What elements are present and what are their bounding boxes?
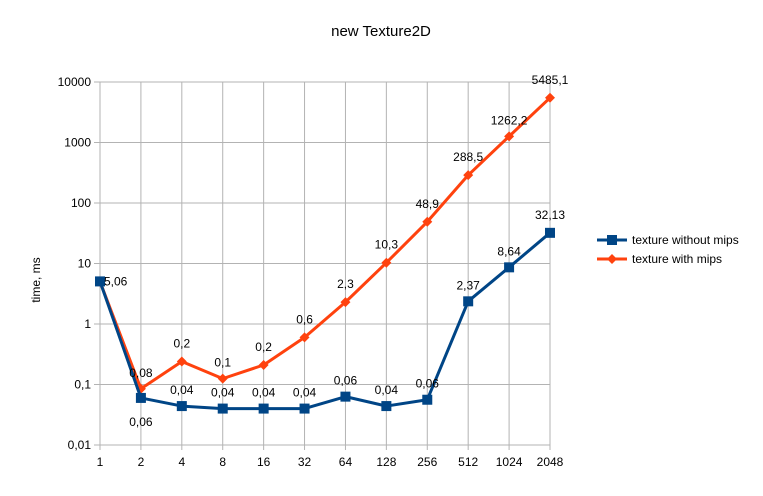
data-point-with-mips bbox=[504, 131, 515, 142]
data-point-without-mips bbox=[299, 403, 310, 414]
y-axis-ticks: 0,01 0,1 1 10 100 1000 10000 bbox=[58, 75, 92, 452]
chart-title: new Texture2D bbox=[331, 23, 431, 40]
data-point-without-mips bbox=[258, 403, 269, 414]
data-label: 1262,2 bbox=[491, 113, 528, 127]
x-tick-label: 16 bbox=[257, 455, 271, 469]
x-tick-label: 8 bbox=[219, 455, 226, 469]
y-axis-label: time, ms bbox=[29, 257, 43, 302]
data-labels: 5,06 0,06 0,04 0,04 0,04 0,04 0,06 0,04 0,06 2,37… bbox=[104, 73, 569, 429]
data-point-without-mips bbox=[217, 403, 228, 414]
x-tick-label: 128 bbox=[376, 455, 396, 469]
y-tick-label: 1000 bbox=[64, 136, 91, 150]
data-point-without-mips bbox=[381, 401, 392, 412]
data-label: 2,37 bbox=[457, 278, 481, 292]
data-label: 5485,1 bbox=[532, 73, 569, 87]
data-label: 0,04 bbox=[211, 386, 235, 400]
series-line-without-mips bbox=[98, 231, 551, 411]
y-tick-label: 1 bbox=[84, 317, 91, 331]
data-label: 0,2 bbox=[173, 336, 190, 350]
y-tick-label: 10000 bbox=[58, 75, 92, 89]
x-tick-label: 1024 bbox=[496, 455, 523, 469]
data-label: 0,6 bbox=[296, 312, 313, 326]
legend-marker-square bbox=[607, 235, 617, 245]
x-tick-label: 4 bbox=[178, 455, 185, 469]
data-label: 8,64 bbox=[497, 244, 521, 258]
y-tick-label: 0,1 bbox=[74, 378, 91, 392]
legend: texture without mips texture with mips bbox=[597, 233, 739, 266]
data-label: 288,5 bbox=[453, 150, 483, 164]
data-label: 32,13 bbox=[535, 208, 565, 222]
data-point-without-mips bbox=[176, 401, 187, 412]
y-tick-label: 10 bbox=[78, 257, 92, 271]
data-label: 0,1 bbox=[214, 356, 231, 370]
data-label: 0,06 bbox=[334, 374, 358, 388]
data-point-with-mips bbox=[422, 216, 433, 227]
x-tick-label: 64 bbox=[339, 455, 353, 469]
series-group bbox=[95, 92, 555, 414]
data-point-without-mips bbox=[95, 276, 105, 287]
data-label: 10,3 bbox=[375, 238, 399, 252]
data-point-with-mips bbox=[463, 170, 474, 181]
data-label: 48,9 bbox=[416, 197, 440, 211]
data-point-with-mips bbox=[545, 92, 555, 103]
data-point-with-mips bbox=[217, 373, 228, 384]
data-label: 0,04 bbox=[170, 383, 194, 397]
data-label: 0,06 bbox=[129, 415, 153, 429]
series-line-with-mips bbox=[98, 96, 552, 391]
data-point-without-mips bbox=[504, 262, 515, 273]
x-tick-label: 32 bbox=[298, 455, 312, 469]
x-tick-label: 512 bbox=[458, 455, 478, 469]
legend-marker-diamond bbox=[607, 254, 617, 264]
data-point-without-mips bbox=[340, 391, 351, 402]
data-point-with-mips bbox=[381, 257, 392, 268]
gridlines bbox=[94, 81, 551, 450]
legend-label: texture without mips bbox=[632, 233, 739, 247]
x-tick-label: 2048 bbox=[537, 455, 564, 469]
data-label: 0,06 bbox=[416, 377, 440, 391]
y-tick-label: 0,01 bbox=[68, 438, 92, 452]
data-point-without-mips bbox=[422, 394, 433, 405]
data-point-without-mips bbox=[135, 392, 146, 403]
data-label: 5,06 bbox=[104, 274, 128, 288]
data-point-with-mips bbox=[176, 356, 187, 367]
x-tick-label: 256 bbox=[417, 455, 437, 469]
data-point-with-mips bbox=[258, 360, 269, 371]
x-tick-label: 1 bbox=[97, 455, 104, 469]
x-tick-label: 2 bbox=[138, 455, 145, 469]
data-point-with-mips bbox=[340, 297, 351, 308]
data-point-with-mips bbox=[299, 332, 310, 343]
x-axis-ticks: 1 2 4 8 16 32 64 128 256 512 1024 2048 bbox=[97, 455, 564, 469]
data-point-without-mips bbox=[463, 296, 474, 307]
axes bbox=[99, 82, 550, 446]
data-label: 0,04 bbox=[375, 383, 399, 397]
legend-label: texture with mips bbox=[632, 252, 722, 266]
data-label: 0,2 bbox=[255, 340, 272, 354]
data-label: 0,04 bbox=[252, 386, 276, 400]
y-tick-label: 100 bbox=[71, 196, 91, 210]
data-label: 2,3 bbox=[337, 277, 354, 291]
data-label: 0,04 bbox=[293, 386, 317, 400]
data-label: 0,08 bbox=[129, 366, 153, 380]
data-point-without-mips bbox=[545, 227, 555, 238]
